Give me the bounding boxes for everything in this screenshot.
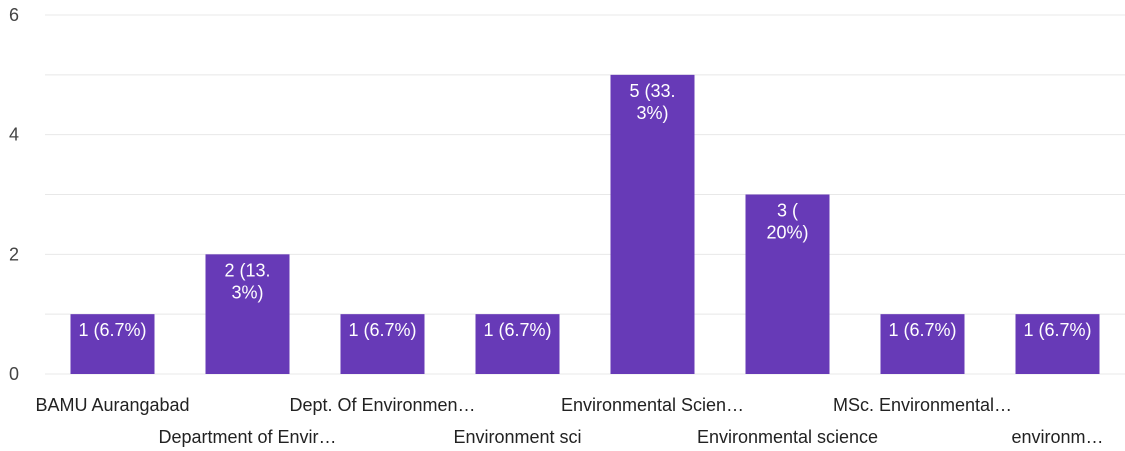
data-label: 1 (6.7%) bbox=[348, 320, 416, 340]
y-axis-ticks: 0 2 4 6 bbox=[9, 5, 19, 384]
y-tick-label: 2 bbox=[9, 244, 19, 264]
x-category-label: Department of Envir… bbox=[158, 427, 336, 447]
data-label: 1 (6.7%) bbox=[1023, 320, 1091, 340]
data-label: 1 (6.7%) bbox=[78, 320, 146, 340]
x-category-label: Dept. Of Environmen… bbox=[289, 395, 475, 415]
bar bbox=[880, 314, 965, 374]
x-category-label: Environmental Scien… bbox=[561, 395, 744, 415]
x-category-label: Environmental science bbox=[697, 427, 878, 447]
x-axis-categories: BAMU Aurangabad Department of Envir… Dept.… bbox=[35, 395, 1103, 447]
x-category-label: MSc. Environmental… bbox=[833, 395, 1012, 415]
bar bbox=[70, 314, 155, 374]
data-label: 2 (13. 3%) bbox=[224, 260, 270, 302]
bars bbox=[70, 74, 1100, 374]
x-category-label: BAMU Aurangabad bbox=[35, 395, 189, 415]
x-category-label: Environment sci bbox=[453, 427, 581, 447]
bar bbox=[340, 314, 425, 374]
y-tick-label: 6 bbox=[9, 5, 19, 25]
bar bbox=[1015, 314, 1100, 374]
bar bbox=[205, 254, 290, 374]
data-label: 5 (33. 3%) bbox=[629, 81, 675, 123]
data-label: 3 (20%) bbox=[766, 201, 808, 243]
data-label: 1 (6.7%) bbox=[888, 320, 956, 340]
bar bbox=[475, 314, 560, 374]
y-tick-label: 4 bbox=[9, 125, 19, 145]
x-category-label: environm… bbox=[1011, 427, 1103, 447]
data-labels: 1 (6.7%) 2 (13. 3%) 1 (6.7%) 1 (6.7%) 5 (33. 3… bbox=[78, 81, 1091, 340]
y-tick-label: 0 bbox=[9, 364, 19, 384]
bar bbox=[745, 194, 830, 374]
bar bbox=[610, 74, 695, 374]
data-label: 1 (6.7%) bbox=[483, 320, 551, 340]
